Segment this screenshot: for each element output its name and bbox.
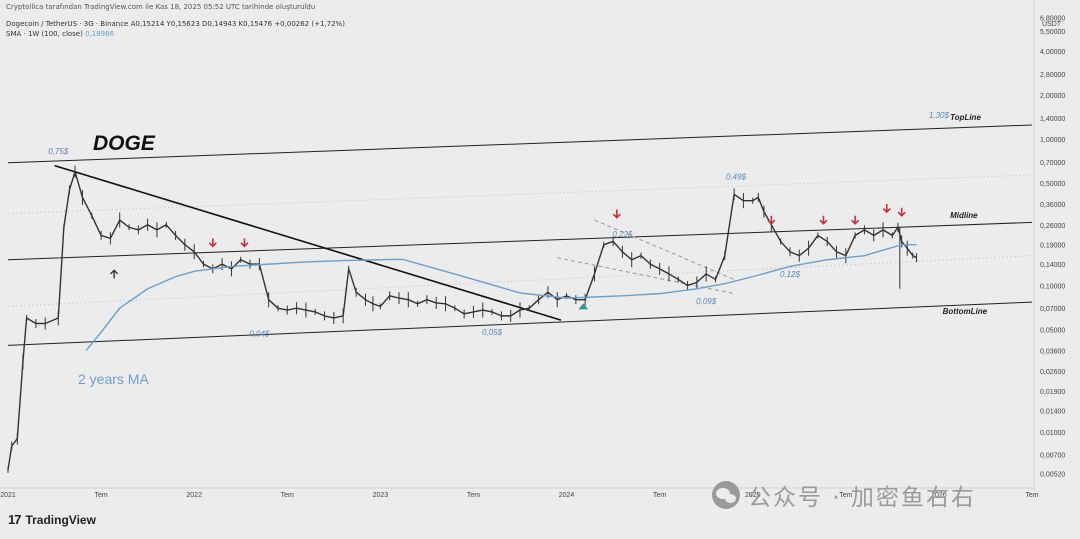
down-arrow-icon	[208, 238, 217, 248]
price-level-label: 1,30$	[929, 111, 950, 120]
symbol-line: Dogecoin / TetherUS · 3G · Binance A0,15…	[6, 20, 345, 28]
y-tick-label: 4,00000	[1040, 49, 1065, 56]
price-line	[7, 170, 917, 470]
y-tick-label: 0,00520	[1040, 471, 1065, 478]
descending-trendline	[54, 164, 562, 321]
y-tick-label: 0,10000	[1040, 284, 1065, 291]
ma-2y-series	[85, 244, 917, 351]
down-arrow-icon	[819, 215, 828, 225]
indicator-name: SMA · 1W (100, close)	[6, 30, 83, 38]
y-tick-label: 0,01900	[1040, 389, 1065, 396]
y-tick-label: 1,40000	[1040, 116, 1065, 123]
price-level-label: 0,75$	[48, 147, 69, 156]
lower-dotted-line	[7, 255, 1033, 307]
indicator-line: SMA · 1W (100, close) 0,18986	[6, 30, 114, 38]
up-triangle-icon	[578, 303, 589, 310]
y-tick-label: 0,26000	[1040, 223, 1065, 230]
x-tick-label: 2025	[745, 492, 761, 499]
price-level-label: 0,05$	[482, 328, 503, 337]
x-tick-label: 2022	[186, 492, 202, 499]
price-level-label: 0,49$	[726, 173, 747, 182]
x-tick-label: 2026	[931, 492, 947, 499]
x-tick-label: Tem	[281, 492, 294, 499]
wechat-icon	[712, 481, 740, 509]
ma-label: 2 years MA	[78, 371, 149, 387]
tradingview-name: TradingView	[25, 512, 96, 527]
wechat-watermark: 公众号 · 加密鱼右右	[712, 478, 976, 512]
x-tick-label: Tem	[467, 492, 480, 499]
axis-unit: USDT	[1042, 21, 1062, 28]
up-arrow-icon	[110, 269, 119, 279]
y-tick-label: 0,36000	[1040, 202, 1065, 209]
price-level-label: 0,04$	[249, 329, 270, 338]
x-tick-label: Tem	[94, 492, 107, 499]
topline	[7, 124, 1033, 164]
published-note: Cryptollica tarafından TradingView.com i…	[6, 3, 316, 11]
y-tick-label: 0,19000	[1040, 243, 1065, 250]
price-level-label: 0,12$	[780, 270, 801, 279]
x-tick-label: Tem	[839, 492, 852, 499]
midline	[7, 221, 1033, 261]
axes: 6,80000 5,50000 4,00000 2,80000 2,00000 1,400…	[0, 0, 1065, 499]
wedge-dashed-line	[594, 219, 735, 280]
tradingview-icon: 17	[8, 512, 22, 527]
y-tick-label: 2,00000	[1040, 93, 1065, 100]
chart-title: DOGE	[93, 132, 156, 155]
down-arrow-icon	[240, 238, 249, 248]
down-arrow-icon	[767, 215, 776, 225]
y-tick-label: 1,00000	[1040, 137, 1065, 144]
x-tick-label: Tem	[1025, 492, 1038, 499]
price-level-label: 0,09$	[696, 297, 717, 306]
wedge-dashed-line	[557, 257, 735, 295]
ma-2y-line	[85, 244, 917, 351]
y-tick-label: 0,02600	[1040, 369, 1065, 376]
y-tick-label: 0,70000	[1040, 160, 1065, 167]
y-tick-label: 0,01000	[1040, 430, 1065, 437]
watermark-text: 公众号 · 加密鱼右右	[748, 485, 976, 511]
y-tick-label: 2,80000	[1040, 72, 1065, 79]
topline-label: TopLine	[950, 113, 981, 122]
y-tick-label: 0,00700	[1040, 452, 1065, 459]
y-tick-label: 0,01400	[1040, 408, 1065, 415]
y-tick-label: 0,03600	[1040, 348, 1065, 355]
y-tick-label: 6,80000	[1040, 15, 1065, 22]
upper-dotted-line	[7, 174, 1033, 215]
bottomline	[7, 301, 1033, 346]
x-tick-label: 2023	[373, 492, 389, 499]
y-tick-label: 0,50000	[1040, 181, 1065, 188]
down-arrow-icon	[897, 207, 906, 217]
y-tick-label: 0,07000	[1040, 306, 1065, 313]
price-level-label: 0,22$	[612, 230, 633, 239]
down-arrow-icon	[851, 215, 860, 225]
annotations: 0,75$ 0,04$ 0,05$ 0,22$ 0,09$ 0,49$ 0,12$ 1,30$	[48, 111, 949, 338]
down-arrow-icon	[612, 209, 621, 219]
y-tick-label: 0,14000	[1040, 262, 1065, 269]
y-tick-label: 0,05000	[1040, 328, 1065, 335]
x-tick-label: 2024	[559, 492, 575, 499]
tradingview-logo[interactable]: 17 TradingView	[8, 512, 96, 527]
x-tick-label: 2021	[0, 492, 16, 499]
midline-label: Midline	[950, 211, 978, 220]
price-series	[7, 165, 918, 473]
y-tick-label: 5,50000	[1040, 29, 1065, 36]
indicator-value: 0,18986	[85, 30, 115, 38]
down-arrow-icon	[882, 204, 891, 214]
bottomline-label: BottomLine	[943, 307, 988, 316]
x-tick-label: Tem	[653, 492, 666, 499]
